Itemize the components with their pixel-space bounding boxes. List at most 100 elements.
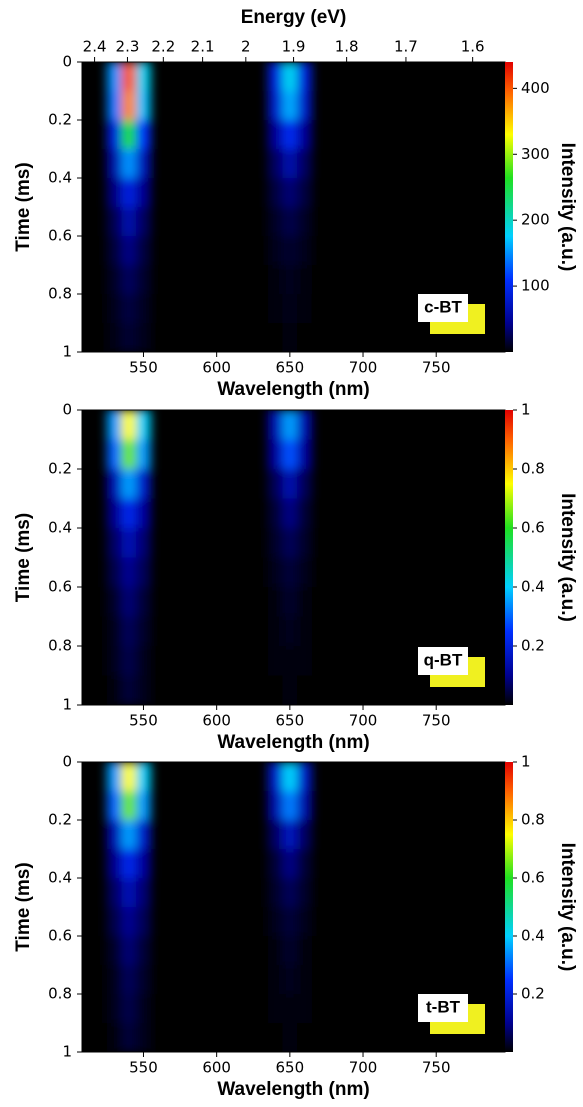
heatmap-cell: [297, 675, 312, 705]
y-axis-label: Time (ms): [13, 862, 34, 951]
heatmap-cell: [121, 557, 137, 587]
y-tick-label: 0.6: [48, 227, 72, 245]
heatmap-cell: [121, 587, 137, 617]
heatmap-cell: [282, 557, 298, 587]
sample-label: q-BT: [424, 650, 463, 669]
heatmap-cell: [106, 907, 122, 936]
heatmap-cell: [282, 936, 298, 965]
heatmap-cell: [121, 994, 137, 1023]
x-tick-label: 600: [202, 1059, 231, 1077]
heatmap-cell: [267, 587, 283, 617]
heatmap-cell: [106, 528, 122, 558]
heatmap-cell: [121, 820, 137, 849]
heatmap-cell: [282, 207, 298, 236]
colorbar-tick-label: 0.2: [521, 637, 545, 655]
heatmap-cell: [106, 149, 122, 178]
heatmap-cell: [106, 265, 122, 294]
colorbar-tick-label: 0.6: [521, 519, 545, 537]
heatmap-cell: [282, 646, 298, 676]
heatmap-cell: [106, 1023, 122, 1052]
heatmap-cell: [267, 410, 283, 440]
heatmap-cell: [282, 675, 298, 705]
heatmap-cell: [136, 236, 151, 265]
heatmap-blur: [106, 410, 312, 705]
heatmap-cell: [121, 675, 137, 705]
y-tick-label: 1: [62, 696, 72, 714]
heatmap-cell: [282, 410, 298, 440]
heatmap-cell: [121, 498, 137, 528]
heatmap-cell: [106, 616, 122, 646]
heatmap-cell: [136, 469, 151, 499]
heatmap-cell: [106, 587, 122, 617]
x2-axis-label: Energy (eV): [241, 7, 347, 28]
sample-label: t-BT: [426, 997, 461, 1016]
heatmap-cell: [136, 178, 151, 207]
x2-tick-label: 2.3: [116, 38, 140, 56]
colorbar-tick-label: 1: [521, 401, 531, 419]
heatmap-cell: [297, 91, 312, 120]
heatmap-cell: [106, 936, 122, 965]
heatmap-cell: [121, 149, 137, 178]
heatmap-cell: [121, 878, 137, 907]
heatmap-cell: [121, 791, 137, 820]
heatmap-cell: [136, 646, 151, 676]
colorbar-label: Intensity (a.u.): [557, 843, 578, 972]
heatmap-cell: [121, 120, 137, 149]
heatmap-cell: [136, 994, 151, 1023]
heatmap-cell: [282, 616, 298, 646]
heatmap-cell: [121, 410, 137, 440]
heatmap-cell: [136, 1023, 151, 1052]
heatmap-cell: [121, 62, 137, 91]
y-tick-label: 0.4: [48, 519, 72, 537]
heatmap-cell: [136, 120, 151, 149]
heatmap-cell: [106, 410, 122, 440]
heatmap-cell: [282, 439, 298, 469]
heatmap-cell: [106, 994, 122, 1023]
heatmap-cell: [267, 1023, 283, 1052]
heatmap-cell: [267, 294, 283, 323]
heatmap-blur: [106, 762, 312, 1052]
heatmap-cell: [136, 410, 151, 440]
colorbar-tick-label: 0.6: [521, 869, 545, 887]
x-tick-label: 750: [422, 1059, 451, 1077]
heatmap-cell: [282, 265, 298, 294]
colorbar-tick-label: 400: [521, 79, 550, 97]
colorbar-tick-label: 0.8: [521, 460, 545, 478]
colorbar: [505, 762, 513, 1052]
x-tick-label: 700: [349, 1059, 378, 1077]
heatmap-cell: [297, 936, 312, 965]
y-tick-label: 1: [62, 343, 72, 361]
y-tick-label: 0.8: [48, 985, 72, 1003]
x-axis-label: Wavelength (nm): [217, 732, 369, 753]
heatmap-cell: [267, 616, 283, 646]
heatmap-cell: [121, 528, 137, 558]
colorbar-label: Intensity (a.u.): [557, 493, 578, 622]
heatmap-cell: [121, 936, 137, 965]
heatmap-cell: [267, 849, 283, 878]
heatmap-cell: [282, 587, 298, 617]
heatmap-cell: [136, 91, 151, 120]
colorbar-tick-label: 1: [521, 753, 531, 771]
colorbar-tick-label: 100: [521, 277, 550, 295]
y-tick-label: 1: [62, 1043, 72, 1061]
heatmap-cell: [297, 410, 312, 440]
x2-tick-label: 1.6: [461, 38, 485, 56]
heatmap-cell: [136, 616, 151, 646]
heatmap-cell: [297, 965, 312, 994]
heatmap-cells: [106, 762, 312, 1052]
heatmap-cell: [282, 498, 298, 528]
x-tick-label: 600: [202, 712, 231, 730]
heatmap-cell: [106, 965, 122, 994]
heatmap-cell: [121, 762, 137, 791]
sample-label: c-BT: [424, 297, 462, 316]
heatmap-cell: [121, 469, 137, 499]
heatmap-cell: [282, 294, 298, 323]
x2-tick-label: 2.1: [191, 38, 215, 56]
x-tick-label: 550: [129, 359, 158, 377]
heatmap-cell: [106, 469, 122, 499]
heatmap-cell: [282, 323, 298, 352]
heatmap-cell: [282, 878, 298, 907]
x-tick-label: 750: [422, 712, 451, 730]
heatmap-cell: [267, 965, 283, 994]
